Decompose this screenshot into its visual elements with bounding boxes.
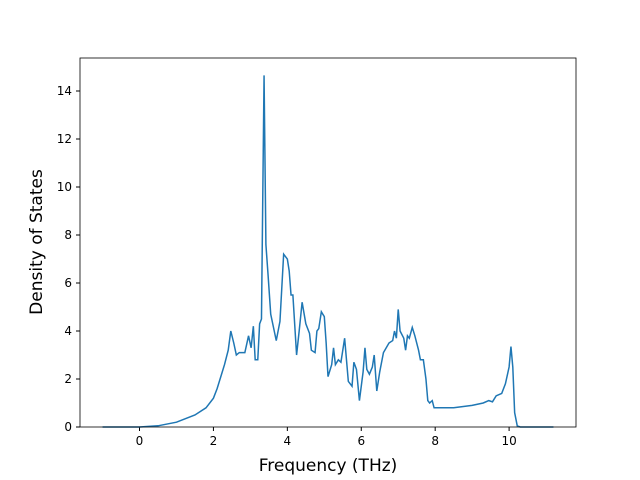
x-tick-label: 4 xyxy=(284,434,292,448)
y-tick-label: 14 xyxy=(57,84,72,98)
y-tick-label: 10 xyxy=(57,180,72,194)
y-tick-label: 12 xyxy=(57,132,72,146)
y-tick-label: 6 xyxy=(64,276,72,290)
x-tick-label: 10 xyxy=(501,434,516,448)
x-tick-label: 2 xyxy=(210,434,218,448)
x-tick-label: 6 xyxy=(357,434,365,448)
x-tick-label: 0 xyxy=(136,434,144,448)
y-axis-label: Density of States xyxy=(27,169,47,315)
x-tick-label: 8 xyxy=(431,434,439,448)
plot-frame xyxy=(79,57,577,428)
y-tick-label: 0 xyxy=(64,420,72,434)
y-tick-label: 2 xyxy=(64,372,72,386)
y-tick-label: 4 xyxy=(64,324,72,338)
y-tick-label: 8 xyxy=(64,228,72,242)
x-axis-label: Frequency (THz) xyxy=(259,456,398,476)
line xyxy=(102,75,554,428)
